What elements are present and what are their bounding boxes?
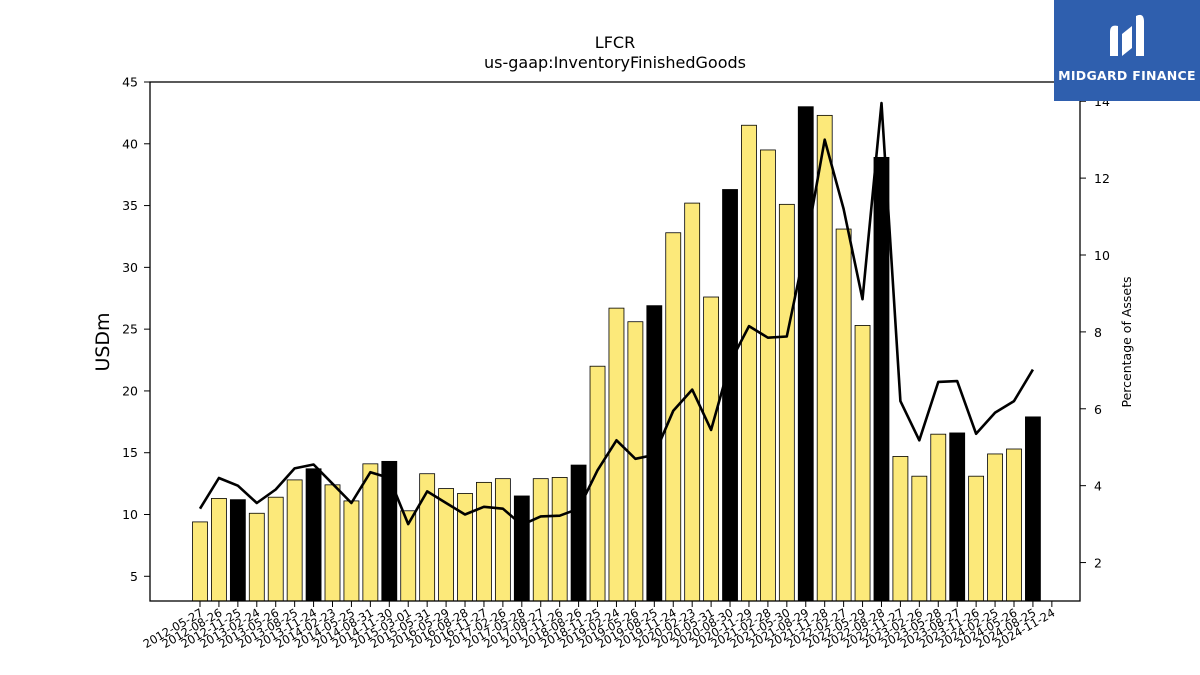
plot-frame (149, 81, 1081, 602)
y-tick-label: 45 (122, 75, 138, 90)
y-tick-label: 15 (122, 445, 138, 460)
y2-axis-label: Percentage of Assets (1119, 277, 1134, 408)
y-tick-label: 5 (130, 569, 138, 584)
y-tick-label: 10 (122, 507, 138, 522)
y-tick-label: 20 (122, 383, 138, 398)
percentage-line (198, 101, 1035, 527)
bar-2021-05-30 (778, 203, 795, 602)
bar-2012-11-25 (229, 499, 246, 602)
bar-2013-11-24 (305, 468, 322, 602)
bar-2017-08-27 (532, 478, 549, 602)
bar-2020-05-31 (703, 296, 720, 602)
bar-2019-02-24 (608, 307, 625, 602)
bar-2022-02-27 (835, 228, 852, 602)
bar-2019-05-26 (627, 321, 644, 602)
y2-tick-label: 2 (1094, 556, 1102, 571)
bar-2016-08-28 (457, 493, 473, 602)
bar-2023-05-28 (930, 433, 947, 602)
left-y-axis: 5 10 15 20 25 30 35 40 45 (122, 75, 150, 584)
percentage-line-series (198, 101, 1035, 527)
bar-2012-08-26 (211, 498, 227, 602)
bar-2021-11-28 (816, 114, 833, 602)
bar-2021-02-28 (760, 149, 776, 602)
bar-2023-02-26 (911, 475, 928, 602)
y-tick-label: 40 (122, 136, 138, 151)
y2-tick-label: 12 (1094, 171, 1110, 186)
bar-2023-08-27 (949, 432, 966, 602)
y2-tick-label: 6 (1094, 402, 1102, 417)
y-axis-label: USDm (92, 312, 114, 371)
logo-text: MIDGARD FINANCE (1058, 68, 1196, 83)
bar-2023-11-26 (968, 475, 985, 602)
y2-tick-label: 8 (1094, 325, 1102, 340)
bar-2020-11-29 (741, 124, 757, 602)
y2-tick-label: 10 (1094, 248, 1110, 263)
bar-2024-05-26 (1006, 448, 1022, 602)
x-axis: 2012-05-272012-08-262012-11-252013-02-24… (141, 601, 1057, 651)
bar-2019-11-24 (665, 232, 682, 602)
bar-2013-02-24 (248, 512, 265, 602)
chart-subtitle: us-gaap:InventoryFinishedGoods (484, 53, 746, 72)
bar-2017-11-26 (551, 477, 568, 602)
bar-series (192, 106, 1041, 602)
bar-2013-05-26 (267, 496, 284, 602)
bar-2012-05-27 (192, 521, 208, 602)
bar-2016-11-27 (476, 481, 492, 602)
bar-2021-08-29 (797, 106, 814, 602)
brand-logo: MIDGARD FINANCE (1054, 0, 1200, 101)
bar-2018-08-26 (570, 464, 587, 602)
bar-2022-05-29 (854, 325, 871, 602)
y2-tick-label: 4 (1094, 479, 1102, 494)
bar-2024-02-25 (987, 453, 1003, 602)
midgard-logo-icon (1110, 14, 1144, 56)
chart-title: LFCR (595, 33, 635, 52)
bar-2017-05-28 (513, 495, 530, 602)
y-tick-label: 35 (122, 198, 138, 213)
bar-2024-08-25 (1025, 416, 1041, 602)
bar-2020-08-30 (722, 189, 738, 602)
bar-2014-02-23 (324, 484, 341, 602)
y-tick-label: 30 (122, 260, 138, 275)
bar-2014-08-31 (362, 463, 379, 602)
bar-2014-05-25 (343, 500, 360, 602)
bar-2022-08-28 (873, 156, 890, 602)
y-tick-label: 25 (122, 322, 138, 337)
bar-2022-11-27 (892, 456, 909, 602)
bar-2013-08-25 (286, 479, 303, 602)
bar-2014-11-30 (381, 460, 398, 602)
bar-2017-02-26 (494, 478, 511, 602)
